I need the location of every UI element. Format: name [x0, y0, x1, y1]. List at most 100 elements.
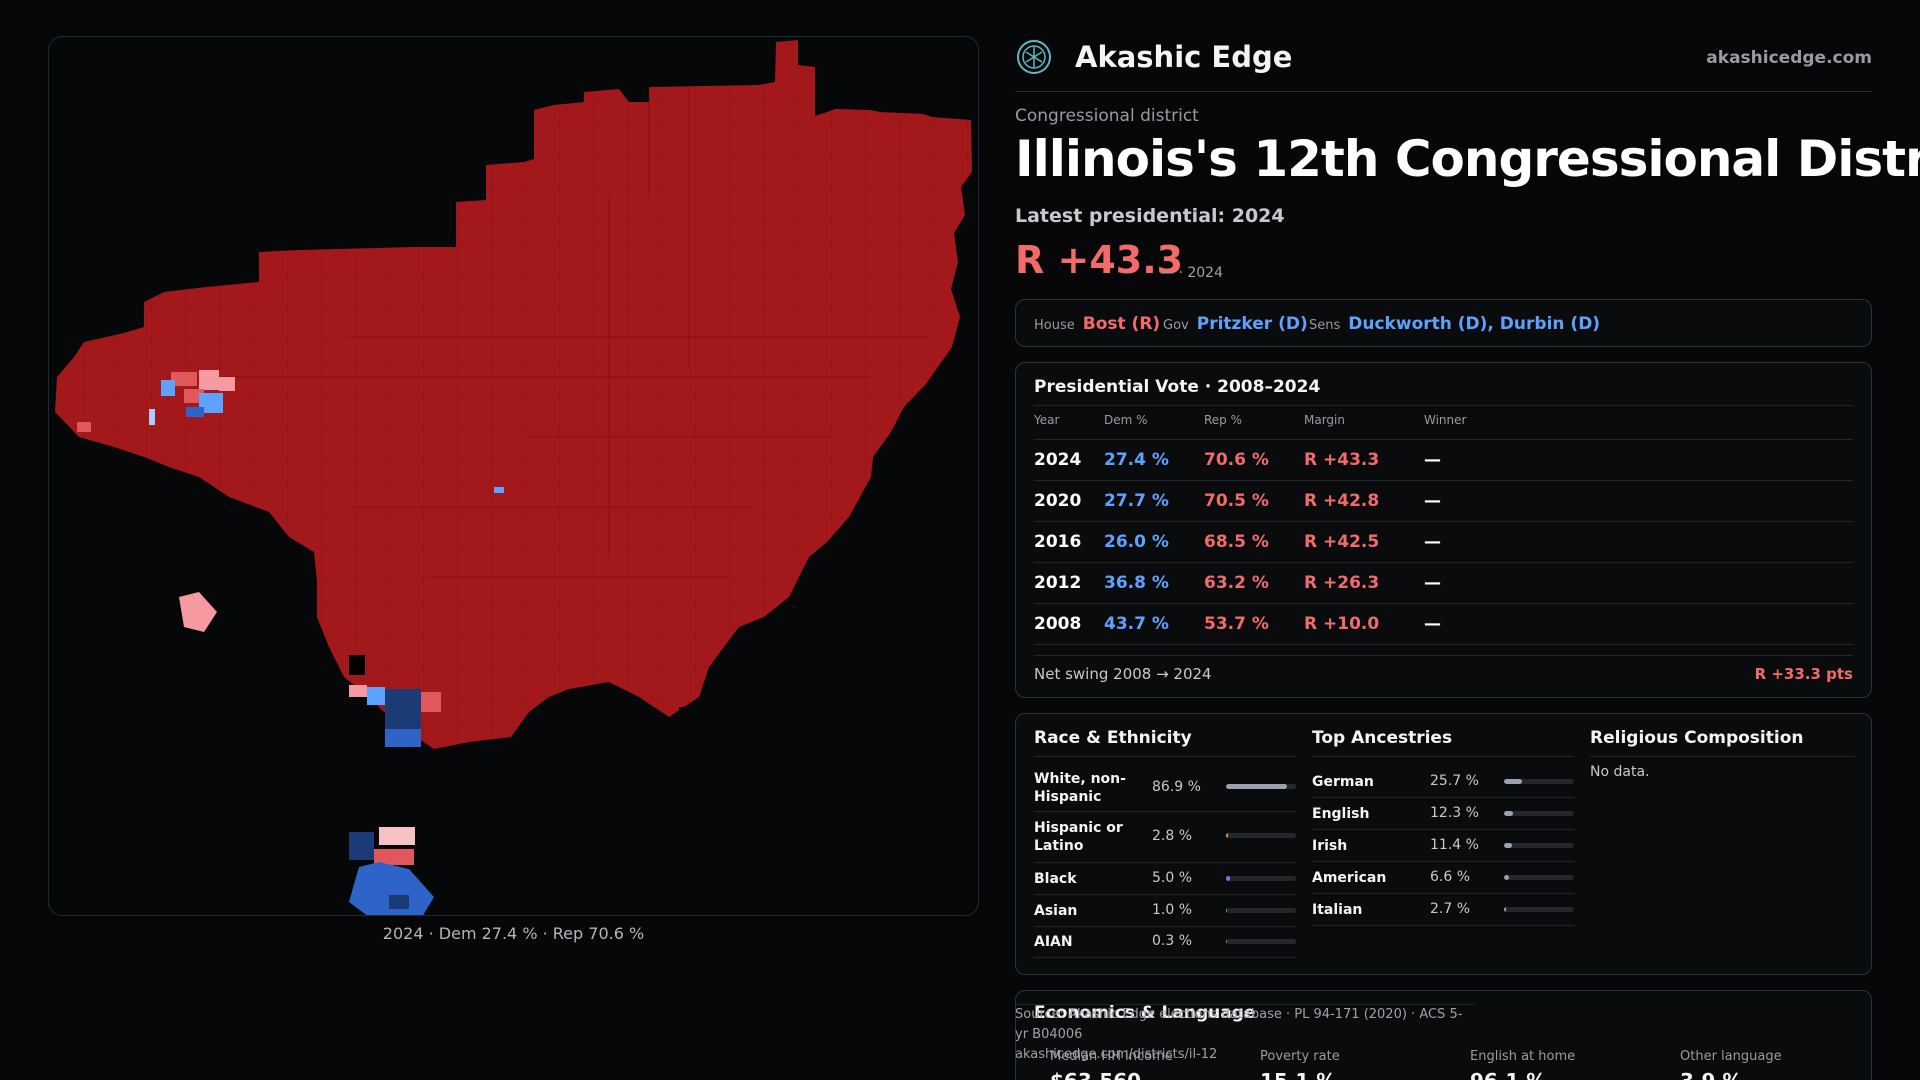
header: Akashic Edge akashicedge.com [1015, 36, 1872, 92]
cell-margin: R +42.8 [1304, 491, 1380, 511]
cell-year: 2008 [1034, 614, 1082, 634]
divider [1034, 405, 1853, 406]
divider [1034, 756, 1296, 757]
econ-value: $63,560 [1050, 1069, 1141, 1080]
race-label: AIAN [1034, 934, 1073, 950]
col-header-margin: Margin [1304, 413, 1345, 427]
page-kicker: Congressional district [1015, 106, 1199, 126]
ancestry-value: 2.7 % [1430, 901, 1471, 917]
race-value: 86.9 % [1152, 779, 1201, 795]
race-bar-fill [1226, 876, 1230, 881]
cell-dem: 26.0 % [1104, 532, 1169, 552]
col-header-winner: Winner [1424, 413, 1467, 427]
center-precinct[interactable] [494, 487, 504, 493]
col-header-rep: Rep % [1204, 413, 1243, 427]
race-bar [1226, 784, 1296, 789]
cell-dem: 36.8 % [1104, 573, 1169, 593]
cell-year: 2020 [1034, 491, 1082, 511]
ancestry-value: 6.6 % [1430, 869, 1471, 885]
ancestry-label: American [1312, 870, 1387, 886]
demographics-card: Race & Ethnicity White, non-Hispanic 86.… [1015, 713, 1872, 975]
ancestry-label: Italian [1312, 902, 1363, 918]
senators[interactable]: Duckworth (D), Durbin (D) [1348, 314, 1601, 334]
table-row[interactable]: 2016 26.0 % 68.5 % R +42.5 — [1034, 522, 1853, 563]
cell-margin: R +43.3 [1304, 450, 1380, 470]
ancestry-bar-fill [1504, 907, 1506, 912]
race-ethnicity-section: Race & Ethnicity White, non-Hispanic 86.… [1034, 714, 1296, 976]
race-label: White, non-Hispanic [1034, 771, 1126, 805]
ancestry-row: Irish 11.4 % [1312, 830, 1574, 862]
site-url-link[interactable]: akashicedge.com [1706, 48, 1872, 68]
cell-year: 2012 [1034, 573, 1082, 593]
district-map[interactable] [49, 37, 979, 916]
divider [1034, 655, 1853, 656]
religion-no-data: No data. [1590, 764, 1650, 780]
house-label: House [1034, 318, 1075, 333]
house-member[interactable]: Bost (R) [1082, 314, 1161, 334]
ancestry-value: 25.7 % [1430, 773, 1479, 789]
presidential-vote-card: Presidential Vote · 2008–2024 Year Dem %… [1015, 362, 1872, 698]
gov-official: Gov Pritzker (D) [1163, 314, 1308, 334]
brand-logo-icon[interactable] [1015, 38, 1053, 76]
table-row[interactable]: 2008 43.7 % 53.7 % R +10.0 — [1034, 604, 1853, 645]
race-bar [1226, 876, 1296, 881]
ancestry-bar-fill [1504, 779, 1522, 784]
gov-label: Gov [1163, 318, 1189, 333]
table-row[interactable]: 2020 27.7 % 70.5 % R +42.8 — [1034, 481, 1853, 522]
race-row: Asian 1.0 % [1034, 896, 1296, 927]
officials-card: House Bost (R) Gov Pritzker (D) Sens Duckwo… [1015, 299, 1872, 347]
econ-value: 15.1 % [1260, 1069, 1336, 1080]
table-row[interactable]: 2012 36.8 % 63.2 % R +26.3 — [1034, 563, 1853, 604]
ancestry-bar [1504, 843, 1574, 848]
cell-winner: — [1424, 573, 1441, 593]
religion-section: Religious Composition No data. [1590, 714, 1855, 976]
col-header-year: Year [1034, 413, 1060, 427]
economics-language-card: Economics & Language Median HH income $6… [1015, 990, 1872, 1080]
south-precinct-cluster[interactable] [349, 827, 434, 916]
cell-dem: 27.7 % [1104, 491, 1169, 511]
ancestry-bar-fill [1504, 811, 1513, 816]
race-label: Black [1034, 871, 1077, 887]
latest-presidential: Latest presidential: 2024 [1015, 205, 1285, 227]
cell-dem: 27.4 % [1104, 450, 1169, 470]
district-map-panel[interactable] [48, 36, 979, 916]
cell-rep: 68.5 % [1204, 532, 1269, 552]
brand-name[interactable]: Akashic Edge [1075, 40, 1293, 74]
race-row: AIAN 0.3 % [1034, 928, 1296, 958]
cell-rep: 53.7 % [1204, 614, 1269, 634]
district-profile: Akashic Edge akashicedge.com Congression… [1015, 0, 1920, 1080]
ancestry-bar [1504, 811, 1574, 816]
race-label: Asian [1034, 903, 1078, 919]
footer-sources: Source: Akashic Edge elections database … [1015, 1004, 1475, 1065]
table-row[interactable]: 2024 27.4 % 70.6 % R +43.3 — [1034, 440, 1853, 481]
ancestry-bar-fill [1504, 843, 1512, 848]
headline-margin-note: — · 2024 [1160, 265, 1223, 281]
west-precinct[interactable] [179, 592, 217, 632]
ancestry-bar-fill [1504, 875, 1509, 880]
col-header-dem: Dem % [1104, 413, 1148, 427]
cell-rep: 63.2 % [1204, 573, 1269, 593]
district-shape[interactable] [49, 37, 979, 916]
race-bar-fill [1226, 908, 1228, 913]
race-bar-fill [1226, 784, 1287, 789]
presidential-vote-title: Presidential Vote · 2008–2024 [1034, 377, 1321, 397]
ancestry-bar [1504, 875, 1574, 880]
center-precinct-cluster[interactable] [349, 655, 441, 747]
house-official: House Bost (R) [1034, 314, 1160, 334]
economics-language-title: Economics & Language [1034, 1003, 1256, 1023]
divider [1590, 756, 1855, 757]
econ-label: Other language [1680, 1049, 1782, 1064]
cell-winner: — [1424, 532, 1441, 552]
religion-title: Religious Composition [1590, 728, 1804, 748]
governor[interactable]: Pritzker (D) [1196, 314, 1308, 334]
econ-value: 96.1 % [1470, 1069, 1546, 1080]
map-caption: 2024 · Dem 27.4 % · Rep 70.6 % [382, 924, 645, 943]
nw-precinct-cluster[interactable] [77, 370, 235, 432]
race-row: Hispanic or Latino 2.8 % [1034, 813, 1296, 863]
district-permalink[interactable]: akashicedge.com/districts/il-12 [1015, 1047, 1218, 1062]
ancestry-bar [1504, 779, 1574, 784]
ancestry-label: German [1312, 774, 1374, 790]
ancestry-value: 12.3 % [1430, 805, 1479, 821]
race-bar [1226, 833, 1296, 838]
ancestry-label: Irish [1312, 838, 1348, 854]
